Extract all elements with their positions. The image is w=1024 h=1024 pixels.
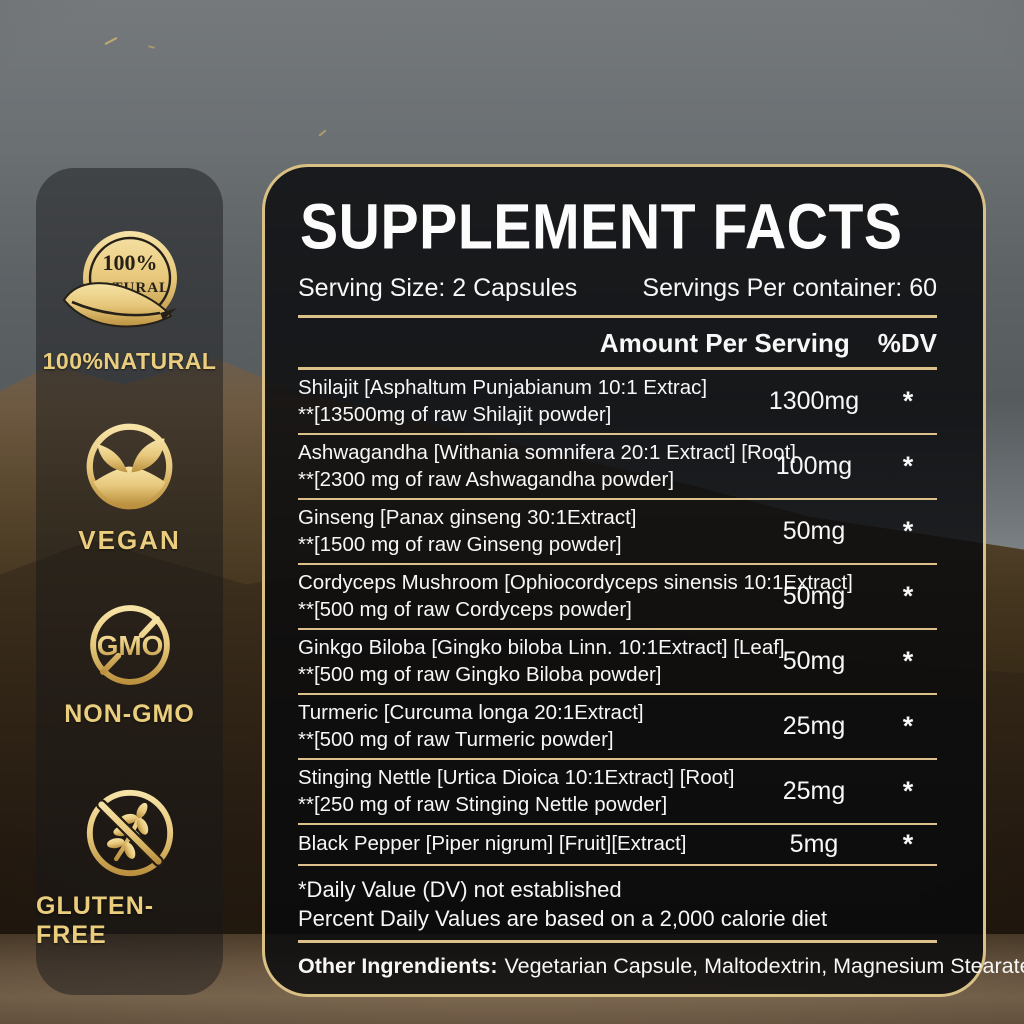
ingredient-row-ashwagandha: Ashwagandha [Withania somnifera 20:1 Ext… xyxy=(298,435,937,500)
ingredient-raw: **[500 mg of raw Gingko Biloba powder] xyxy=(298,663,662,687)
ingredient-raw: **[500 mg of raw Cordyceps powder] xyxy=(298,598,632,622)
badge-label: NON-GMO xyxy=(64,700,195,728)
seal-leaf xyxy=(62,282,177,328)
other-ingredients-row: Other Ingrendients: Vegetarian Capsule, M… xyxy=(298,943,1024,979)
vegan-leaf-icon xyxy=(86,423,173,510)
other-ingredients-value: Vegetarian Capsule, Maltodextrin, Magnes… xyxy=(504,953,1024,978)
natural-seal-icon: 100% NATURAL xyxy=(62,231,177,328)
badge-100-natural: 100% NATURAL 100%NATURAL xyxy=(36,220,223,375)
badge-label: GLUTEN-FREE xyxy=(36,892,155,949)
ingredient-dv: * xyxy=(902,385,914,416)
ingredient-row-ginkgo: Ginkgo Biloba [Gingko biloba Linn. 10:1E… xyxy=(298,630,937,695)
ingredient-name: Black Pepper [Piper nigrum] [Fruit][Extr… xyxy=(298,832,687,856)
ingredient-row-ginseng: Ginseng [Panax ginseng 30:1Extract] **[1… xyxy=(298,500,937,565)
ingredient-name: Turmeric [Curcuma longa 20:1Extract] xyxy=(298,700,644,724)
ingredient-amount: 50mg xyxy=(782,646,846,675)
ingredient-row-stinging-nettle: Stinging Nettle [Urtica Dioica 10:1Extra… xyxy=(298,760,937,825)
seal-text-100: 100% xyxy=(102,250,157,275)
dv-header: %DV xyxy=(877,328,937,358)
ingredient-raw: **[500 mg of raw Turmeric powder] xyxy=(298,728,614,752)
ingredient-raw: **[250 mg of raw Stinging Nettle powder] xyxy=(298,793,668,817)
badge-non-gmo: GMO NON-GMO xyxy=(36,600,223,729)
ingredient-raw: **[13500mg of raw Shilajit powder] xyxy=(298,403,612,427)
ingredient-amount: 50mg xyxy=(782,516,846,545)
gluten-crossed-icon xyxy=(86,789,173,877)
amount-header-row: Amount Per Serving %DV xyxy=(298,318,937,370)
ingredient-dv: * xyxy=(902,515,914,546)
ingredient-amount: 100mg xyxy=(775,451,853,480)
ingredient-name: Ginseng [Panax ginseng 30:1Extract] xyxy=(298,505,637,529)
gmo-text: GMO xyxy=(96,630,163,661)
panel-title: SUPPLEMENT FACTS xyxy=(300,190,903,263)
badge-label: VEGAN xyxy=(78,525,181,555)
ingredient-amount: 50mg xyxy=(782,581,846,610)
ingredient-name: Shilajit [Asphaltum Punjabianum 10:1 Ext… xyxy=(298,376,708,399)
serving-info-row: Serving Size: 2 Capsules Servings Per co… xyxy=(298,252,937,318)
ingredient-dv: * xyxy=(902,775,914,806)
badge-label: 100%NATURAL xyxy=(42,348,217,374)
serving-size: Serving Size: 2 Capsules xyxy=(298,274,578,302)
ingredient-row-shilajit: Shilajit [Asphaltum Punjabianum 10:1 Ext… xyxy=(298,370,937,435)
ingredient-name: Ginkgo Biloba [Gingko biloba Linn. 10:1E… xyxy=(298,635,785,659)
footnote-calorie: Percent Daily Values are based on a 2,00… xyxy=(298,905,828,931)
servings-per-container: Servings Per container: 60 xyxy=(642,274,937,302)
ingredient-dv: * xyxy=(902,580,914,611)
ingredient-amount: 1300mg xyxy=(768,386,860,415)
amount-per-serving-header: Amount Per Serving xyxy=(599,328,850,358)
ingredient-row-turmeric: Turmeric [Curcuma longa 20:1Extract] **[… xyxy=(298,695,937,760)
badge-vegan: VEGAN xyxy=(36,418,223,556)
ingredient-dv: * xyxy=(902,710,914,741)
ingredient-raw: **[2300 mg of raw Ashwagandha powder] xyxy=(298,468,675,492)
badge-sidebar: 100% NATURAL 100%NATURAL VEGAN GMO NON-G… xyxy=(36,168,223,995)
supplement-facts-panel: SUPPLEMENT FACTS Serving Size: 2 Capsule… xyxy=(262,164,1024,997)
ingredient-amount: 25mg xyxy=(782,711,846,740)
gmo-crossed-icon: GMO xyxy=(89,605,170,685)
ingredient-amount: 5mg xyxy=(789,829,839,858)
ingredient-amount: 25mg xyxy=(782,776,846,805)
badge-gluten-free: GLUTEN-FREE xyxy=(36,784,223,950)
daily-value-footnotes: *Daily Value (DV) not established Percen… xyxy=(298,866,937,943)
ingredient-name: Ashwagandha [Withania somnifera 20:1 Ext… xyxy=(298,440,796,464)
footnote-dv: *Daily Value (DV) not established xyxy=(298,876,622,902)
ingredient-dv: * xyxy=(902,645,914,676)
ingredient-raw: **[1500 mg of raw Ginseng powder] xyxy=(298,533,622,557)
other-ingredients-label: Other Ingrendients: xyxy=(298,953,498,978)
ingredient-dv: * xyxy=(902,450,914,481)
ingredient-name: Cordyceps Mushroom [Ophiocordyceps sinen… xyxy=(298,570,853,594)
ingredient-row-black-pepper: Black Pepper [Piper nigrum] [Fruit][Extr… xyxy=(298,825,937,866)
ingredient-row-cordyceps: Cordyceps Mushroom [Ophiocordyceps sinen… xyxy=(298,565,937,630)
ingredient-dv: * xyxy=(902,828,914,859)
ingredient-name: Stinging Nettle [Urtica Dioica 10:1Extra… xyxy=(298,765,735,789)
